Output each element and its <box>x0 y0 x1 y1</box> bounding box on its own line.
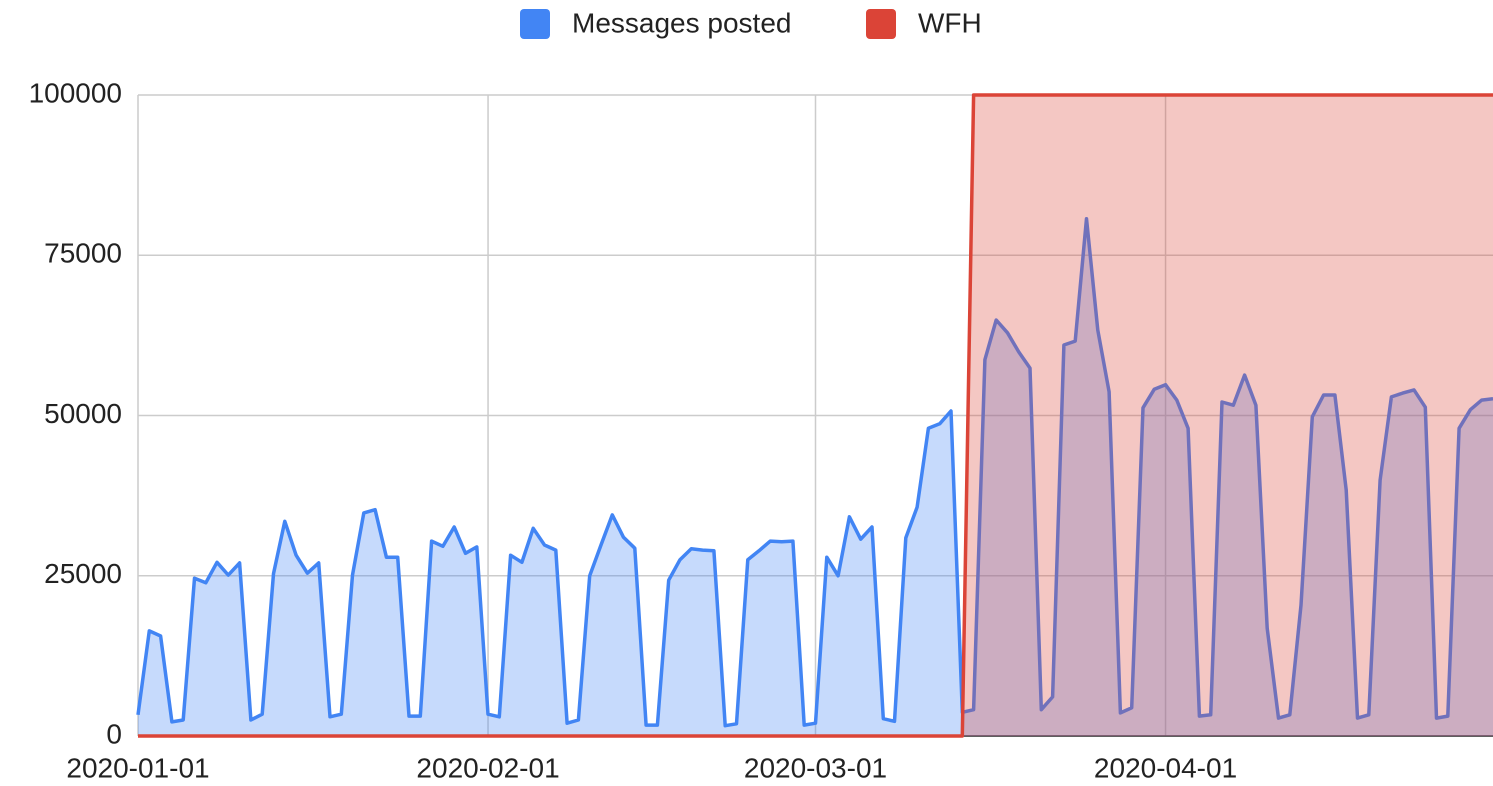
series-line <box>136 216 1493 728</box>
area-fill <box>138 218 1493 736</box>
x-tick-label: 2020-03-01 <box>744 752 887 783</box>
legend-swatch <box>520 9 550 39</box>
y-tick-label: 100000 <box>29 77 122 108</box>
y-tick-label: 75000 <box>44 238 122 269</box>
y-tick-label: 50000 <box>44 398 122 429</box>
series-line <box>138 93 1493 738</box>
x-tick-label: 2020-02-01 <box>416 752 559 783</box>
x-tick-label: 2020-04-01 <box>1094 752 1237 783</box>
y-tick-label: 25000 <box>44 558 122 589</box>
x-tick-label: 2020-01-01 <box>66 752 209 783</box>
legend-label: Messages posted <box>572 7 791 38</box>
legend-swatch <box>866 9 896 39</box>
y-tick-label: 0 <box>106 718 122 749</box>
legend-label: WFH <box>918 7 982 38</box>
area-fill <box>138 95 1493 736</box>
